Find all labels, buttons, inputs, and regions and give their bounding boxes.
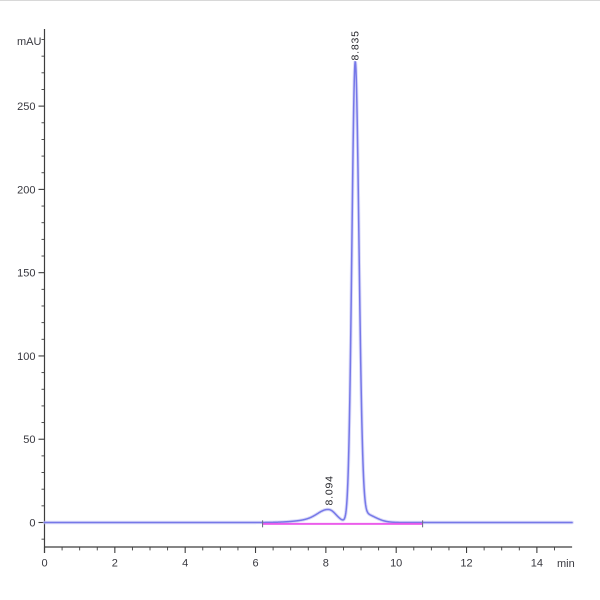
y-axis: 0 50 100 150 200 250 — [17, 29, 46, 553]
y-tick-label: 150 — [17, 268, 35, 280]
peak-annotations: 8.094 8.835 — [322, 29, 363, 507]
x-tick-label: 0 — [41, 558, 47, 570]
y-tick-label: 50 — [23, 434, 35, 446]
x-tick-label: 2 — [112, 558, 118, 570]
x-tick-label: 4 — [182, 558, 188, 570]
uv-trace-halo — [42, 60, 574, 525]
uv-trace — [42, 60, 574, 525]
x-tick-label: 8 — [323, 558, 329, 570]
integration-baseline — [262, 520, 424, 528]
x-tick-label: 14 — [531, 558, 543, 570]
peak-retention-time-label: 8.835 — [350, 30, 362, 60]
x-tick-label: 12 — [460, 558, 472, 570]
peak-label-group: 8.094 — [322, 474, 337, 507]
y-tick-label: 0 — [29, 518, 35, 530]
x-tick-label: 6 — [252, 558, 258, 570]
x-axis: 0 2 4 6 8 10 12 14 — [41, 546, 573, 570]
peak-retention-time-label: 8.094 — [324, 475, 336, 505]
y-axis-title: mAU — [17, 36, 42, 48]
y-tick-label: 250 — [17, 101, 35, 113]
y-tick-label: 200 — [17, 184, 35, 196]
x-tick-label: 10 — [390, 558, 402, 570]
peak-label-group: 8.835 — [348, 29, 363, 62]
y-tick-label: 100 — [17, 351, 35, 363]
x-axis-title: min — [557, 558, 575, 570]
uv-trace-line — [43, 61, 573, 524]
